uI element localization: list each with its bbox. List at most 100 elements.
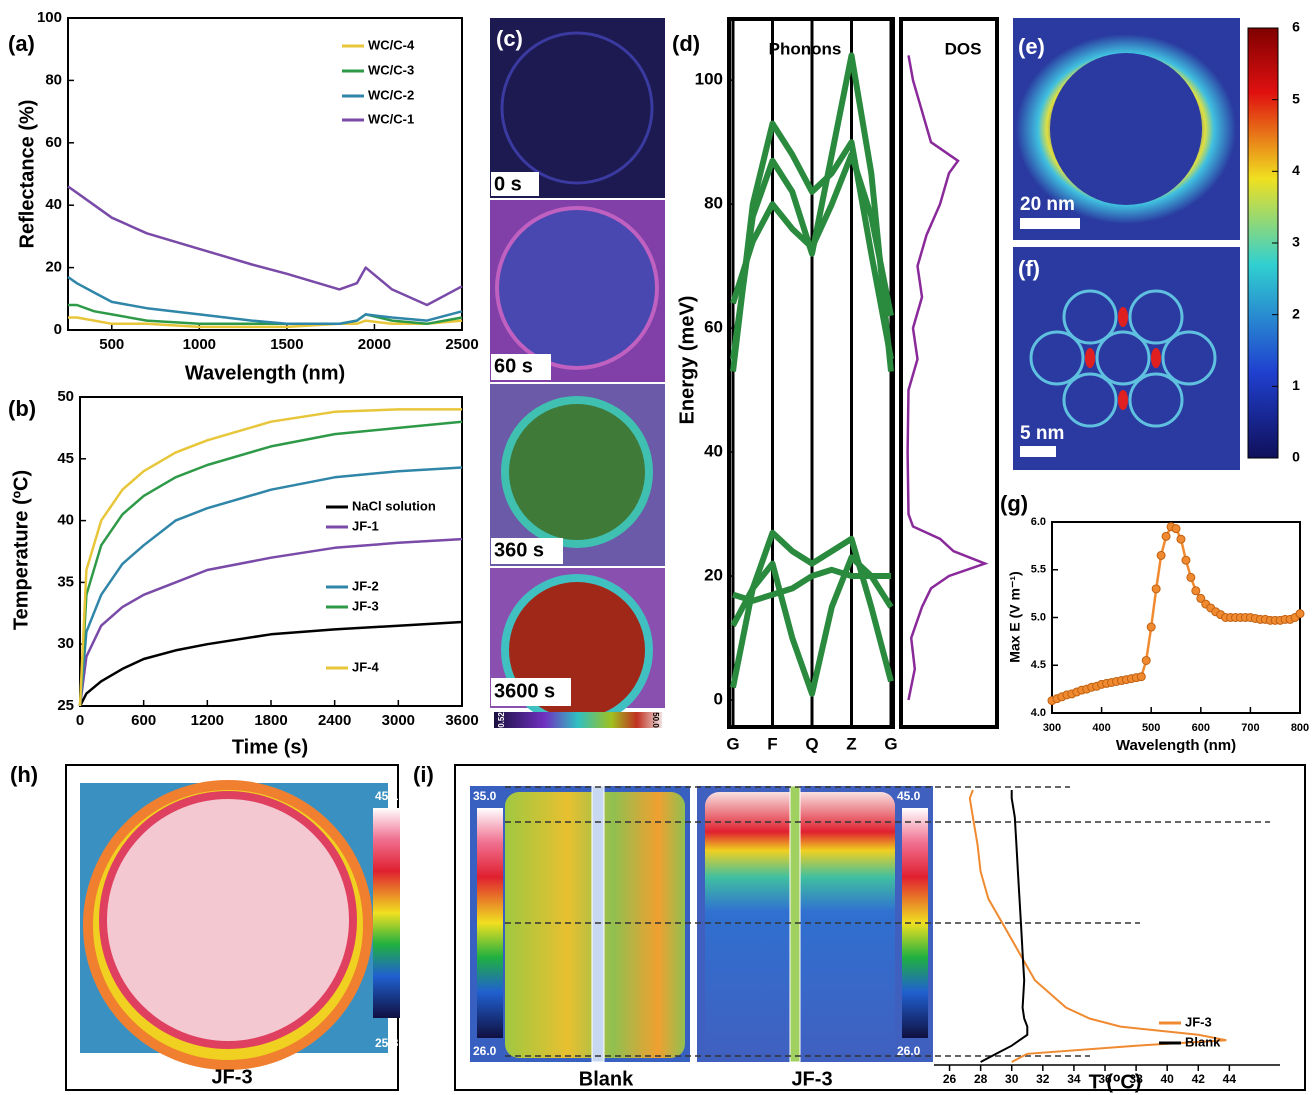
legend-label: WC/C-3 xyxy=(368,62,414,77)
x-tick-label: G xyxy=(726,734,739,753)
scale-label: 5 nm xyxy=(1020,423,1064,444)
x-tick-label: 3000 xyxy=(382,712,415,729)
marker xyxy=(1137,673,1145,681)
marker xyxy=(1142,656,1150,664)
series-line xyxy=(1052,527,1300,701)
y-tick-label: 4.0 xyxy=(1031,707,1046,719)
legend-label: WC/C-4 xyxy=(368,37,415,52)
x-tick-label: G xyxy=(884,734,897,753)
x-axis-label: Wavelength (nm) xyxy=(185,362,345,384)
y-tick-label: 45 xyxy=(57,450,74,467)
panel-label: (e) xyxy=(1018,34,1045,59)
x-tick-label: 42 xyxy=(1192,1072,1206,1086)
colorbar-tick-label: 5 xyxy=(1292,90,1300,106)
caption: JF-3 xyxy=(211,1066,252,1088)
legend-label: JF-4 xyxy=(352,659,380,674)
image-detail xyxy=(1050,53,1202,205)
colorbar-tick-label: 2 xyxy=(1292,305,1300,321)
colorbar-label: 45.0 xyxy=(897,789,921,803)
colorbar-label: 25.8 xyxy=(375,1036,399,1050)
y-tick-label: 100 xyxy=(37,9,62,26)
y-tick-label: 40 xyxy=(704,442,723,461)
colorbar xyxy=(494,712,662,728)
marker xyxy=(1162,532,1170,540)
colorbar-label: 26.0 xyxy=(473,1044,497,1058)
y-tick-label: 25 xyxy=(57,697,74,714)
y-tick-label: 40 xyxy=(45,196,62,213)
x-tick-label: 300 xyxy=(1043,722,1061,734)
y-axis-label: Max E (V m⁻¹) xyxy=(1007,571,1023,662)
colorbar-label: 0.52 xyxy=(497,712,506,728)
series-line xyxy=(80,422,462,706)
legend-label: JF-3 xyxy=(1185,1014,1212,1029)
marker xyxy=(1182,556,1190,564)
y-axis-label: Reflectance (%) xyxy=(16,100,38,249)
panel-label: (h) xyxy=(10,762,38,787)
caption: Blank xyxy=(579,1068,634,1090)
x-tick-label: Z xyxy=(846,734,856,753)
legend-label: Blank xyxy=(1185,1034,1221,1049)
y-axis-label: Temperature (ºC) xyxy=(10,470,32,630)
image-detail xyxy=(505,400,649,544)
legend-label: WC/C-2 xyxy=(368,87,414,102)
series-line xyxy=(80,539,462,706)
x-tick-label: 28 xyxy=(974,1072,988,1086)
x-tick-label: 2000 xyxy=(358,336,391,353)
scale-bar xyxy=(1020,218,1080,229)
image-detail xyxy=(497,208,657,368)
panel-label: (g) xyxy=(1000,491,1028,516)
x-tick-label: 500 xyxy=(1142,722,1160,734)
panel-label: (f) xyxy=(1018,256,1040,281)
x-tick-label: 34 xyxy=(1067,1072,1081,1086)
image-detail xyxy=(103,795,353,1045)
caption: JF-3 xyxy=(791,1068,832,1090)
colorbar-label: 45.1 xyxy=(375,789,399,803)
y-tick-label: 100 xyxy=(695,70,723,89)
dos-line xyxy=(908,55,985,700)
x-tick-label: 44 xyxy=(1223,1072,1237,1086)
panel-label: (d) xyxy=(672,31,700,56)
legend-label: JF-2 xyxy=(352,578,379,593)
colorbar-label: 50.0 xyxy=(651,712,660,728)
y-tick-label: 60 xyxy=(704,318,723,337)
x-tick-label: 600 xyxy=(131,712,156,729)
legend-label: WC/C-1 xyxy=(368,111,414,126)
image-detail xyxy=(592,786,604,1062)
colorbar xyxy=(373,808,400,1018)
panel-label: (c) xyxy=(496,26,523,51)
x-axis-label: T (ºC) xyxy=(1089,1071,1142,1093)
colorbar-tick-label: 4 xyxy=(1292,162,1300,178)
y-tick-label: 4.5 xyxy=(1031,659,1046,671)
chart-title: DOS xyxy=(945,39,982,58)
x-tick-label: 1000 xyxy=(183,336,216,353)
y-tick-label: 30 xyxy=(57,635,74,652)
y-tick-label: 35 xyxy=(57,573,74,590)
y-tick-label: 20 xyxy=(45,259,62,276)
panel-label: (a) xyxy=(8,31,35,56)
marker xyxy=(1157,551,1165,559)
series-line xyxy=(80,622,462,706)
x-tick-label: F xyxy=(767,734,777,753)
frame-label: 0 s xyxy=(494,173,522,195)
series-line xyxy=(68,187,462,306)
x-tick-label: 1200 xyxy=(191,712,224,729)
x-tick-label: 600 xyxy=(1192,722,1210,734)
scale-bar xyxy=(1020,446,1056,457)
colorbar-tick-label: 6 xyxy=(1292,19,1300,35)
y-tick-label: 60 xyxy=(45,134,62,151)
x-tick-label: 3600 xyxy=(445,712,478,729)
marker xyxy=(1147,623,1155,631)
x-tick-label: 1800 xyxy=(254,712,287,729)
frame-label: 360 s xyxy=(494,539,544,561)
panel-label: (b) xyxy=(8,396,36,421)
y-tick-label: 0 xyxy=(714,689,723,708)
x-tick-label: 0 xyxy=(76,712,84,729)
figure: (c) 0 s 60 s 360 s 3600 s 0.52 50.0 (e) … xyxy=(0,0,1314,1095)
x-axis-label: Wavelength (nm) xyxy=(1116,737,1236,754)
y-tick-label: 6.0 xyxy=(1031,516,1046,528)
colorbar-tick-label: 0 xyxy=(1292,449,1300,465)
x-tick-label: 2400 xyxy=(318,712,351,729)
x-axis-label: Time (s) xyxy=(232,736,308,758)
colorbar-label: 35.0 xyxy=(473,789,497,803)
legend-label: JF-1 xyxy=(352,518,379,533)
